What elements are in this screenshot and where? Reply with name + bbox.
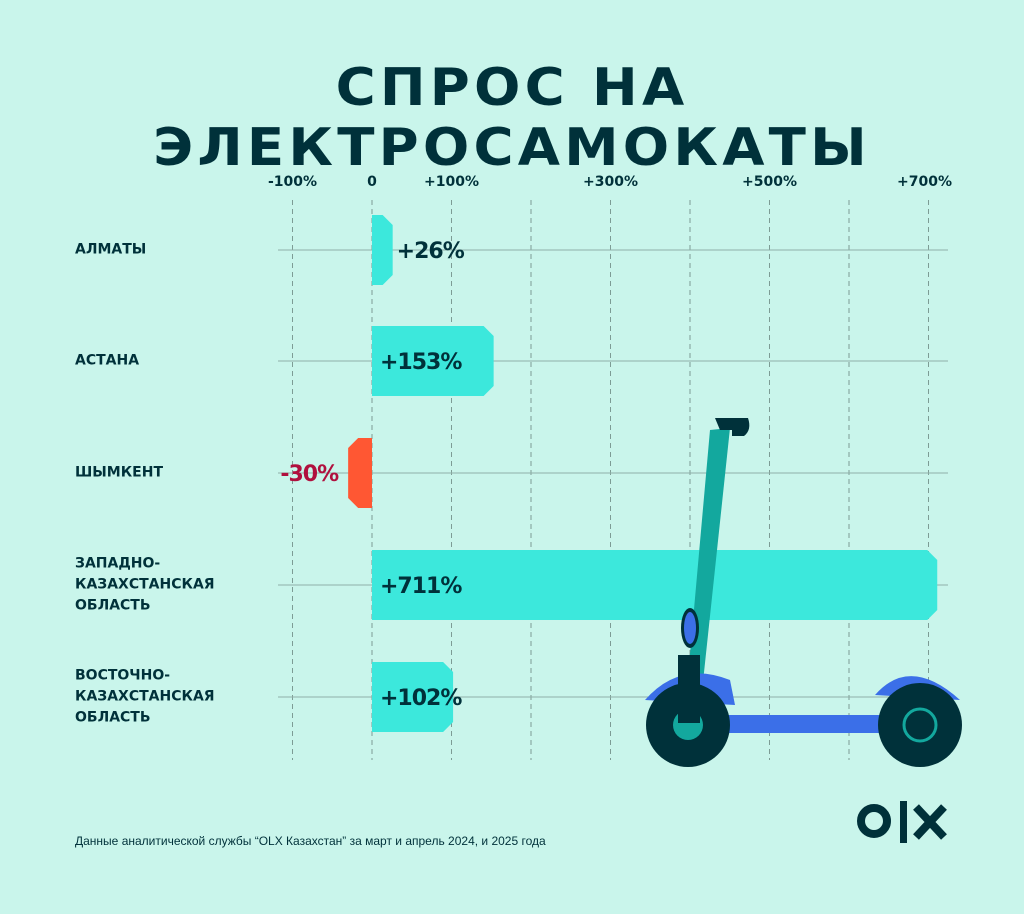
data-label: +153% xyxy=(380,350,462,375)
category-label: АСТАНА xyxy=(75,352,140,369)
x-tick-label: +500% xyxy=(742,174,797,190)
data-label: +26% xyxy=(397,239,465,264)
bar xyxy=(372,550,938,620)
category-label: ЗАПАДНО- КАЗАХСТАНСКАЯ ОБЛАСТЬ xyxy=(75,555,215,614)
scooter-illustration xyxy=(645,418,962,767)
bar xyxy=(372,326,494,396)
x-tick-label: 0 xyxy=(367,174,377,190)
bar xyxy=(372,662,454,732)
category-label: ВОСТОЧНО- КАЗАХСТАНСКАЯ ОБЛАСТЬ xyxy=(75,667,215,726)
footnote: Данные аналитической службы “OLX Казахст… xyxy=(75,834,546,848)
data-label: +102% xyxy=(380,686,462,711)
x-tick-label: +100% xyxy=(424,174,479,190)
bar xyxy=(372,215,393,285)
category-label: ШЫМКЕНТ xyxy=(75,464,164,481)
bar xyxy=(348,438,372,508)
x-tick-label: -100% xyxy=(268,174,317,190)
data-label: +711% xyxy=(380,574,462,599)
category-label: АЛМАТЫ xyxy=(75,241,147,258)
x-tick-label: +700% xyxy=(897,174,952,190)
olx-logo xyxy=(857,801,947,843)
data-label: -30% xyxy=(280,462,339,487)
page-title: СПРОС НА ЭЛЕКТРОСАМОКАТЫ xyxy=(153,58,871,178)
x-tick-label: +300% xyxy=(583,174,638,190)
